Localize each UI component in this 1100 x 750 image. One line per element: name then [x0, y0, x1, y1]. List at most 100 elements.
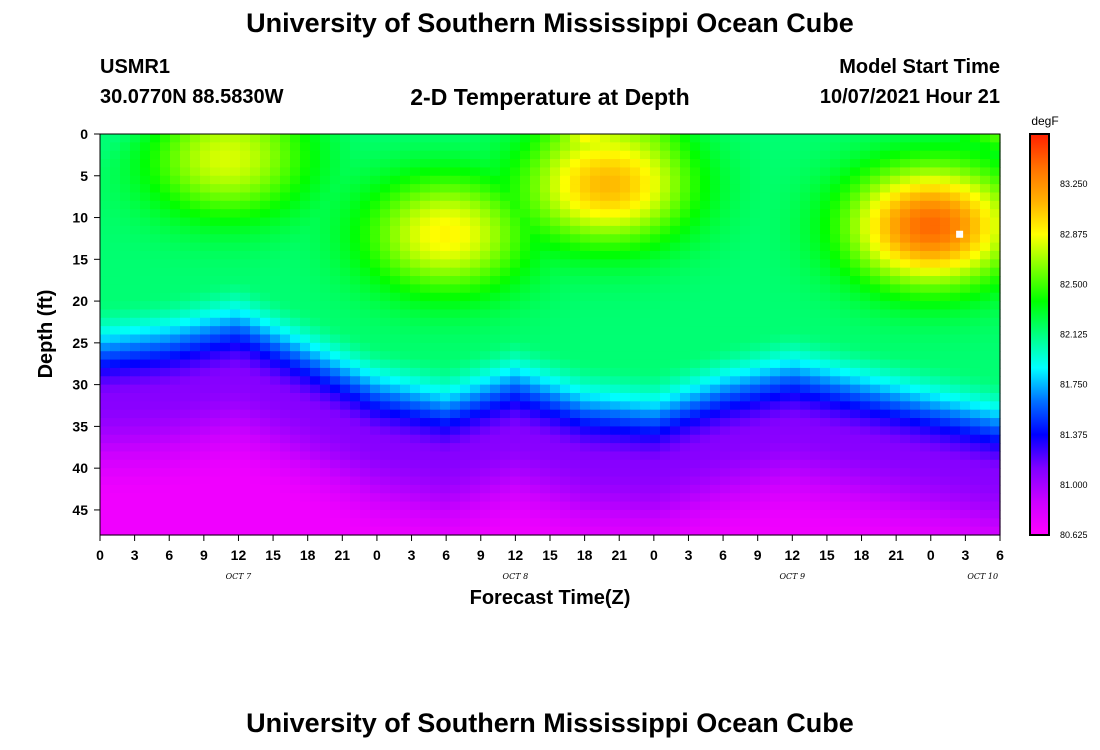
heatmap-cell	[510, 184, 521, 194]
heatmap-cell	[550, 167, 561, 177]
heatmap-cell	[690, 167, 701, 177]
heatmap-cell	[140, 342, 151, 352]
heatmap-cell	[880, 150, 891, 160]
heatmap-cell	[290, 150, 301, 160]
heatmap-cell	[150, 493, 161, 503]
heatmap-cell	[650, 476, 661, 486]
heatmap-cell	[730, 225, 741, 235]
heatmap-cell	[630, 142, 641, 152]
heatmap-cell	[230, 276, 241, 285]
heatmap-cell	[660, 142, 671, 152]
heatmap-cell	[310, 142, 321, 152]
heatmap-cell	[700, 451, 711, 461]
y-tick-label: 25	[72, 335, 88, 351]
heatmap-cell	[140, 426, 151, 436]
heatmap-cell	[960, 292, 971, 302]
heatmap-cell	[430, 434, 441, 444]
heatmap-cell	[540, 276, 551, 285]
heatmap-cell	[600, 242, 611, 252]
heatmap-cell	[320, 476, 331, 486]
heatmap-cell	[350, 468, 361, 478]
heatmap-cell	[800, 434, 811, 444]
heatmap-cell	[970, 392, 981, 402]
heatmap-cell	[810, 384, 821, 394]
heatmap-cell	[870, 501, 881, 511]
heatmap-cell	[470, 418, 481, 427]
heatmap-cell	[710, 159, 721, 169]
heatmap-cell	[740, 142, 751, 152]
heatmap-cell	[820, 259, 831, 269]
heatmap-cell	[720, 484, 731, 494]
heatmap-cell	[780, 167, 791, 177]
heatmap-cell	[680, 150, 691, 160]
heatmap-cell	[400, 167, 411, 177]
heatmap-cell	[880, 359, 891, 369]
heatmap-cell	[940, 134, 951, 143]
heatmap-cell	[840, 267, 851, 277]
heatmap-cell	[830, 501, 841, 511]
heatmap-cell	[290, 376, 301, 386]
heatmap-cell	[850, 276, 861, 285]
heatmap-cell	[530, 484, 541, 494]
heatmap-cell	[280, 518, 291, 528]
heatmap-cell	[520, 317, 531, 327]
heatmap-cell	[210, 493, 221, 503]
heatmap-cell	[280, 451, 291, 461]
heatmap-cell	[200, 443, 211, 453]
heatmap-cell	[910, 468, 921, 478]
heatmap-cell	[450, 267, 461, 277]
heatmap-cell	[210, 509, 221, 519]
heatmap-cell	[750, 418, 761, 427]
heatmap-cell	[740, 418, 751, 427]
heatmap-cell	[580, 484, 591, 494]
heatmap-cell	[320, 217, 331, 227]
heatmap-cell	[200, 484, 211, 494]
heatmap-cell	[260, 317, 271, 327]
heatmap-cell	[940, 418, 951, 427]
heatmap-cell	[860, 284, 871, 294]
heatmap-cell	[390, 351, 401, 361]
heatmap-cell	[940, 192, 951, 202]
heatmap-cell	[390, 451, 401, 461]
heatmap-cell	[480, 392, 491, 402]
heatmap-cell	[550, 468, 561, 478]
heatmap-cell	[710, 317, 721, 327]
heatmap-cell	[410, 443, 421, 453]
heatmap-cell	[300, 376, 311, 386]
heatmap-cell	[970, 134, 981, 143]
heatmap-cell	[430, 509, 441, 519]
heatmap-cell	[800, 284, 811, 294]
heatmap-cell	[390, 225, 401, 235]
heatmap-cell	[340, 292, 351, 302]
heatmap-cell	[830, 451, 841, 461]
heatmap-cell	[960, 367, 971, 377]
heatmap-cell	[390, 443, 401, 453]
heatmap-cell	[690, 326, 701, 336]
heatmap-cell	[240, 134, 251, 143]
heatmap-cell	[960, 317, 971, 327]
heatmap-cell	[830, 159, 841, 169]
x-tick-label: 21	[611, 547, 627, 563]
heatmap-cell	[560, 342, 571, 352]
heatmap-cell	[730, 134, 741, 143]
heatmap-cell	[900, 200, 911, 210]
heatmap-cell	[660, 501, 671, 511]
heatmap-cell	[480, 142, 491, 152]
heatmap-cell	[170, 284, 181, 294]
heatmap-cell	[330, 484, 341, 494]
heatmap-cell	[180, 217, 191, 227]
heatmap-cell	[560, 392, 571, 402]
heatmap-cell	[830, 526, 841, 536]
heatmap-cell	[870, 209, 881, 219]
heatmap-cell	[660, 367, 671, 377]
heatmap-cell	[620, 367, 631, 377]
heatmap-cell	[890, 292, 901, 302]
heatmap-cell	[480, 150, 491, 160]
heatmap-cell	[220, 426, 231, 436]
heatmap-cell	[640, 242, 651, 252]
heatmap-cell	[400, 259, 411, 269]
heatmap-cell	[640, 509, 651, 519]
heatmap-cell	[700, 225, 711, 235]
heatmap-cell	[710, 184, 721, 194]
heatmap-cell	[380, 284, 391, 294]
